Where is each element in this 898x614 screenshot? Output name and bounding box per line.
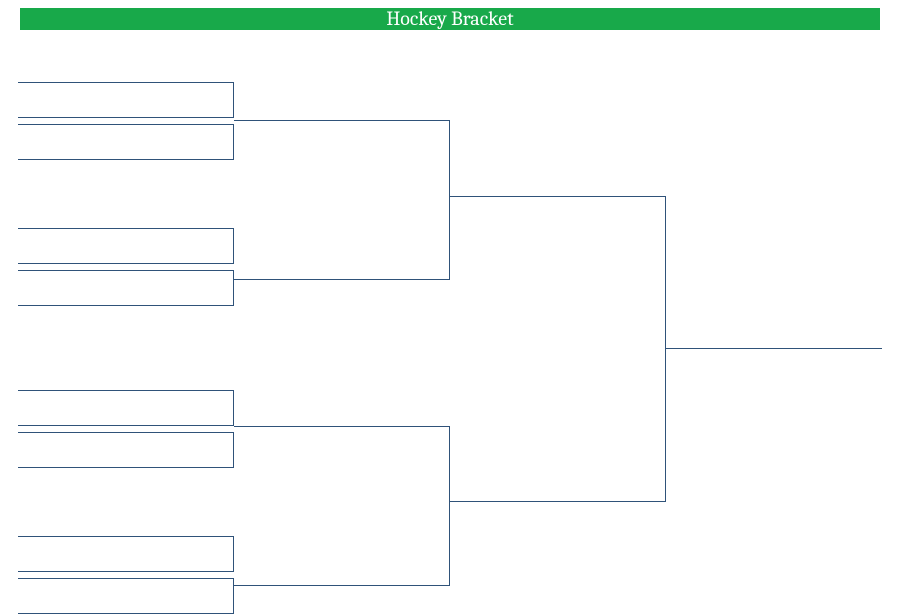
bracket-slot	[18, 390, 234, 426]
bracket-slot	[18, 124, 234, 160]
bracket-connector	[450, 196, 666, 502]
bracket-connector	[666, 348, 882, 349]
bracket-slot	[18, 228, 234, 264]
title-bar: Hockey Bracket	[20, 8, 880, 30]
bracket-slot	[18, 432, 234, 468]
bracket-slot	[18, 536, 234, 572]
bracket-diagram: Hockey Bracket	[0, 0, 898, 579]
bracket-slot	[18, 578, 234, 614]
bracket-slot	[18, 270, 234, 306]
title-text: Hockey Bracket	[386, 7, 513, 30]
bracket-connector	[234, 426, 450, 586]
bracket-connector	[234, 120, 450, 280]
bracket-slot	[18, 82, 234, 118]
